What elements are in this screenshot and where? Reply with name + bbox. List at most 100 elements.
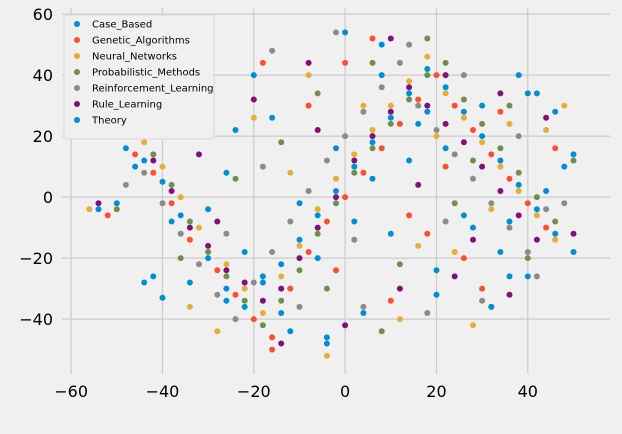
data-point — [305, 102, 312, 109]
data-point — [488, 151, 495, 158]
data-point — [497, 90, 504, 97]
data-point — [141, 169, 148, 176]
data-point — [314, 127, 321, 133]
data-point — [278, 285, 285, 292]
data-point — [488, 200, 495, 207]
data-point — [570, 249, 577, 255]
data-point — [378, 41, 385, 48]
data-point — [196, 261, 202, 268]
legend-label: Rule_Learning — [92, 100, 162, 111]
data-point — [241, 303, 248, 310]
legend-label: Theory — [91, 116, 127, 127]
data-point — [497, 157, 504, 164]
data-point — [314, 212, 321, 219]
data-point — [369, 35, 376, 42]
data-points — [86, 29, 577, 359]
legend-marker — [74, 21, 80, 27]
data-point — [387, 120, 394, 127]
data-point — [296, 255, 303, 262]
data-point — [351, 151, 358, 158]
data-point — [205, 206, 212, 213]
data-point — [214, 267, 221, 274]
data-point — [287, 328, 294, 335]
data-point — [479, 163, 486, 170]
data-point — [296, 200, 303, 207]
data-point — [369, 139, 376, 146]
data-point — [360, 102, 367, 109]
data-point — [186, 224, 193, 231]
data-point — [396, 261, 403, 268]
data-point — [205, 249, 212, 255]
data-point — [232, 127, 239, 133]
data-point — [333, 194, 339, 201]
x-tick-label: −20 — [237, 382, 271, 401]
data-point — [259, 310, 266, 316]
data-point — [186, 303, 193, 310]
data-point — [378, 145, 385, 152]
data-point — [561, 102, 568, 109]
data-point — [433, 133, 440, 140]
data-point — [515, 169, 522, 176]
data-point — [269, 334, 276, 341]
data-point — [570, 151, 577, 158]
legend-marker — [74, 53, 80, 59]
legend-label: Neural_Networks — [92, 52, 177, 63]
data-point — [259, 163, 266, 170]
data-point — [122, 181, 129, 188]
data-point — [369, 145, 376, 152]
data-point — [214, 218, 221, 225]
data-point — [470, 157, 476, 164]
legend-label: Genetic_Algorithms — [92, 36, 190, 47]
data-point — [470, 127, 476, 133]
data-point — [406, 78, 413, 85]
data-point — [406, 84, 413, 91]
data-point — [506, 291, 513, 298]
data-point — [269, 249, 276, 255]
data-point — [460, 139, 467, 146]
data-point — [360, 108, 367, 115]
data-point — [287, 169, 294, 176]
data-point — [442, 84, 449, 91]
data-point — [278, 273, 285, 280]
data-point — [159, 200, 166, 207]
data-point — [314, 230, 321, 237]
data-point — [205, 255, 212, 262]
data-point — [342, 29, 349, 36]
data-point — [378, 72, 385, 79]
data-point — [506, 102, 513, 109]
data-point — [433, 267, 440, 274]
data-point — [378, 84, 385, 91]
legend-marker — [74, 117, 80, 123]
data-point — [223, 297, 230, 304]
data-point — [333, 267, 339, 274]
data-point — [515, 188, 522, 194]
data-point — [351, 157, 358, 164]
data-point — [479, 102, 486, 109]
data-point — [451, 151, 458, 158]
data-point — [506, 120, 513, 127]
data-point — [433, 127, 440, 133]
data-point — [406, 90, 413, 97]
data-point — [223, 285, 230, 292]
data-point — [424, 72, 431, 79]
data-point — [259, 273, 266, 280]
data-point — [506, 224, 513, 231]
y-tick-label: −20 — [19, 249, 53, 268]
x-tick-label: −60 — [54, 382, 88, 401]
data-point — [250, 72, 257, 79]
data-point — [369, 175, 376, 182]
data-point — [497, 108, 504, 115]
data-point — [378, 328, 385, 335]
data-point — [333, 188, 339, 194]
data-point — [515, 133, 522, 140]
data-point — [250, 316, 257, 323]
data-point — [342, 194, 349, 201]
data-point — [323, 218, 330, 225]
data-point — [314, 90, 321, 97]
legend-label: Probabilistic_Methods — [92, 68, 200, 79]
data-point — [250, 114, 257, 121]
data-point — [259, 59, 266, 66]
data-point — [442, 163, 449, 170]
data-point — [159, 163, 166, 170]
data-point — [296, 242, 303, 249]
